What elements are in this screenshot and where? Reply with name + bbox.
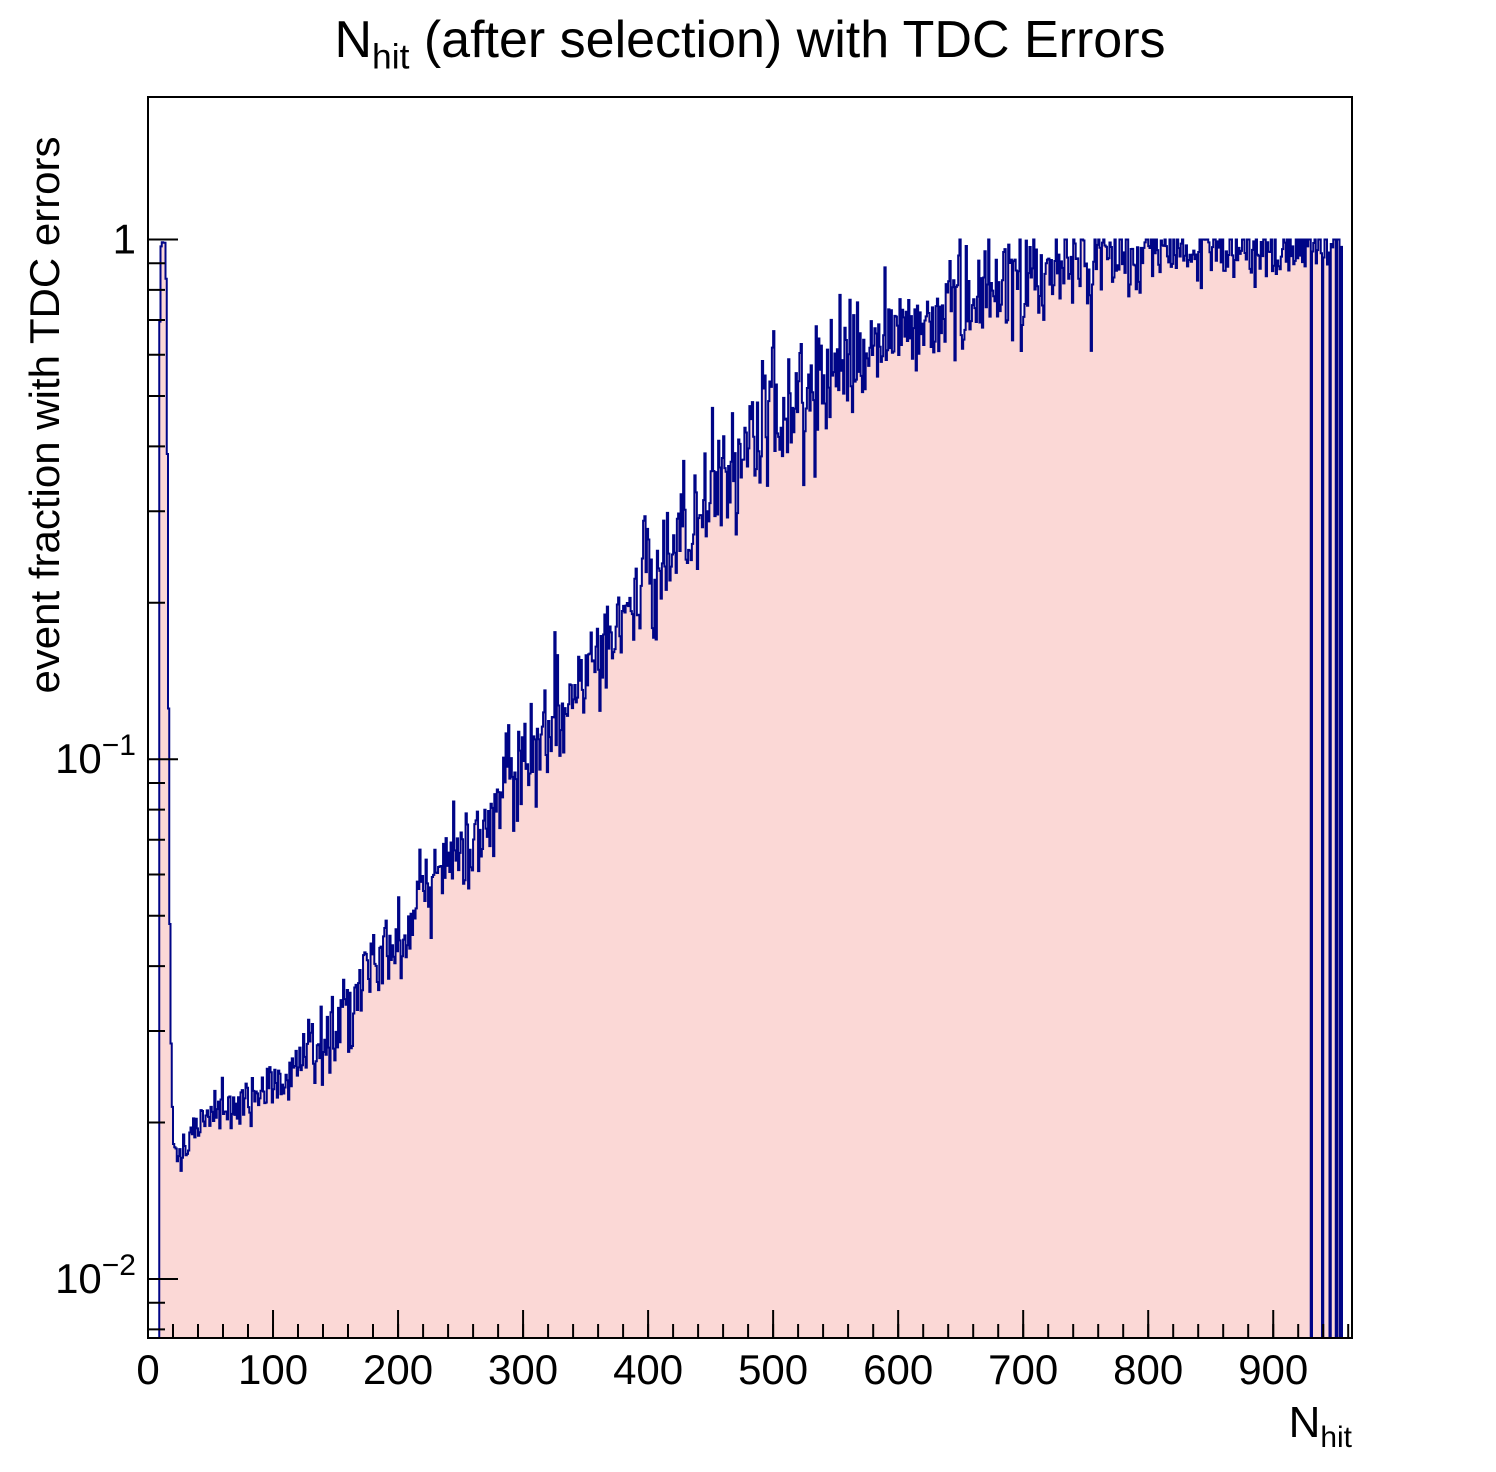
x-axis-tick-label: 800 [1113,1346,1183,1393]
x-axis-title-sub: hit [1320,1420,1352,1454]
chart-title-sub: hit [372,37,410,77]
x-axis-tick-label: 900 [1238,1346,1308,1393]
x-axis-tick-label: 700 [988,1346,1058,1393]
y-axis-tick-label: 1 [113,215,136,262]
x-axis-tick-label: 500 [738,1346,808,1393]
x-axis-tick-label: 400 [613,1346,683,1393]
axis-ticks [147,238,1350,1338]
chart-title-main: N [334,11,373,69]
y-axis-tick-label: 10−2 [55,1249,136,1302]
x-axis-tick-label: 0 [136,1346,159,1393]
plot-frame [147,96,1353,1339]
x-axis-tick-label: 300 [488,1346,558,1393]
x-axis-tick-label: 600 [863,1346,933,1393]
axis-tick-labels: 0 100 200 300 400 500 600 700 800 900 1 10−1 10−2 [55,215,1308,1393]
x-axis-tick-label: 200 [363,1346,433,1393]
x-axis-title: Nhit [1289,1398,1352,1455]
histogram-fill [159,239,1342,1339]
chart-title: Nhit (after selection) with TDC Errors [148,10,1352,77]
chart-title-rest: (after selection) with TDC Errors [409,11,1166,69]
x-axis-title-main: N [1288,1398,1321,1447]
histogram-line [158,238,1343,1339]
y-axis-tick-label: 10−1 [55,729,136,782]
x-axis-tick-label: 100 [238,1346,308,1393]
